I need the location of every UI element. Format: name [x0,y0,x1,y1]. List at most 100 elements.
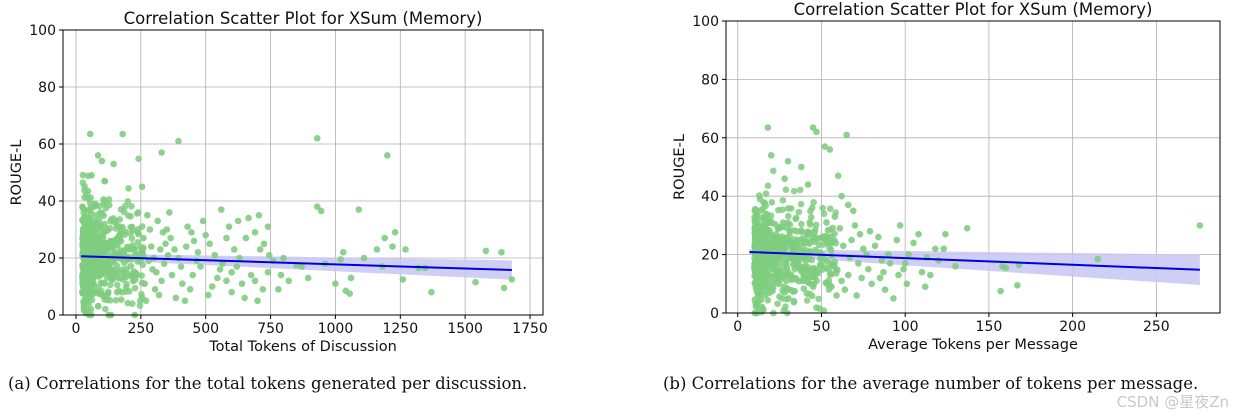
tick-label-x: 1250 [382,321,418,337]
caption-right: (b) Correlations for the average number … [663,374,1199,393]
scatter-point [755,297,763,304]
scatter-point [114,241,121,249]
scatter-point [105,196,113,203]
scatter-point [816,262,824,270]
scatter-point [93,268,100,276]
scatter-point [779,295,786,302]
tick-label-x: 0 [72,321,81,337]
scatter-point [138,183,146,191]
scatter-point [800,240,808,247]
scatter-point [79,171,87,179]
scatter-point [121,202,129,210]
scatter-point [901,260,909,267]
scatter-point [381,234,389,242]
scatter-point [108,243,116,251]
scatter-point [197,263,204,270]
scatter-point [767,152,775,159]
scatter-point [798,228,805,236]
scatter-point [104,289,112,297]
scatter-point [264,268,272,276]
scatter-point [783,270,791,278]
scatter-point [811,274,819,281]
scatter-point [858,274,865,282]
scatter-point [245,214,252,222]
scatter-point [134,209,142,216]
scatter-point [751,224,758,232]
scatter-point [764,124,772,131]
scatter-point [791,287,798,295]
scatter-point [812,267,819,275]
tick-label-y: 20 [38,251,56,267]
scatter-point [251,229,259,236]
scatter-point [140,244,147,252]
scatter-point [94,256,101,264]
scatter-point [107,264,114,271]
scatter-point [149,266,156,273]
regression-line [81,255,512,271]
scatter-point [86,130,94,138]
scatter-point [96,247,103,255]
scatter-point [80,306,88,314]
scatter-point [194,249,202,256]
tick-label-y: 20 [701,248,719,264]
scatter-point [753,208,761,216]
scatter-point [827,246,835,254]
scatter-point [138,272,146,279]
scatter-point [117,296,125,303]
scatter-point [277,271,285,279]
scatter-point [135,226,142,233]
scatter-point [849,207,857,215]
scatter-point [206,240,213,248]
scatter-point [238,280,246,287]
scatter-point [360,254,368,262]
scatter-point [99,260,107,267]
scatter-point [833,269,840,277]
scatter-point [823,219,830,226]
scatter-point [764,182,772,190]
scatter-point [759,305,766,313]
scatter-point [820,210,828,218]
scatter-point [242,234,250,242]
scatter-point [802,257,810,265]
tick-label-y: 40 [701,189,719,205]
scatter-point [895,271,902,279]
scatter-point [95,216,103,223]
scatter-point [910,239,917,247]
tick-label-x: 250 [1143,319,1170,335]
scatter-point [854,260,862,267]
tick-label-y: 80 [701,72,719,88]
scatter-point [832,239,840,247]
scatter-point [85,237,93,245]
scatter-point [800,285,808,293]
scatter-point [508,276,516,283]
scatter-point [147,243,155,250]
scatter-point [82,287,90,295]
scatter-point [806,290,814,298]
scatter-point [134,238,142,246]
scatter-point [774,300,781,308]
scatter-point [105,201,113,209]
scatter-point [876,274,884,282]
scatter-point [230,246,238,253]
scatter-point [167,234,174,242]
scatter-point [141,280,149,287]
scatter-point [332,280,339,287]
scatter-point [755,192,763,199]
tick-label-x: 500 [192,321,219,337]
scatter-point [1196,222,1204,229]
scatter-point [208,283,216,290]
scatter-point [80,215,88,223]
tick-label-x: 250 [127,321,154,337]
scatter-point [109,276,116,283]
scatter-point [498,249,505,256]
scatter-point [155,291,163,299]
scatter-point [125,244,133,251]
scatter-point [79,225,87,233]
scatter-point [868,280,875,288]
scatter-point [100,200,108,208]
scatter-point [756,223,764,231]
scatter-point [885,251,892,258]
scatter-point [824,227,832,234]
regression-line [749,250,1200,271]
scatter-point [228,288,235,296]
